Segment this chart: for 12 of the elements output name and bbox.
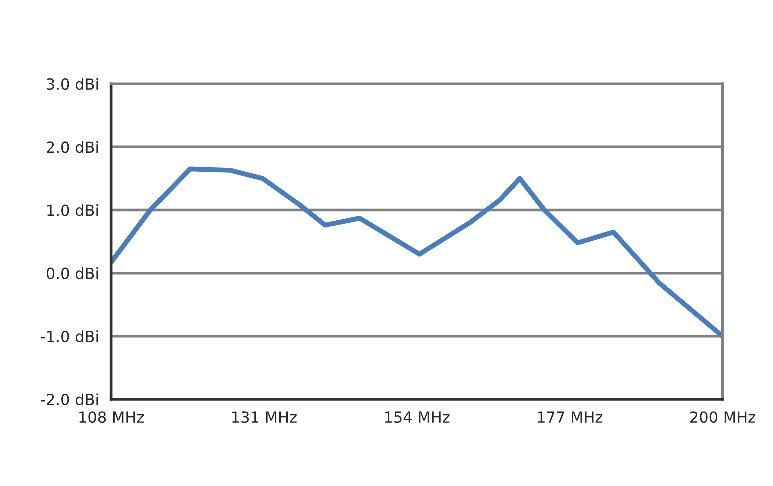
- y-tick-label: -1.0 dBi: [41, 330, 98, 342]
- y-tick-label: 2.0 dBi: [47, 141, 98, 154]
- y-tick-label: 3.0 dBi: [47, 78, 98, 90]
- line-series: [111, 166, 723, 339]
- y-tick-label: -2.0 dBi: [41, 394, 98, 406]
- x-tick-label: 108 MHz: [80, 412, 144, 424]
- y-tick-label: 0.0 dBi: [46, 268, 98, 280]
- x-tick-label: 200 MHz: [690, 412, 756, 424]
- x-tick-label: 177 MHz: [538, 412, 603, 423]
- x-tick-label: 154 MHz: [385, 412, 450, 424]
- x-tick-label: 131 MHz: [232, 412, 297, 424]
- y-tick-label: 1.0 dBi: [48, 204, 98, 216]
